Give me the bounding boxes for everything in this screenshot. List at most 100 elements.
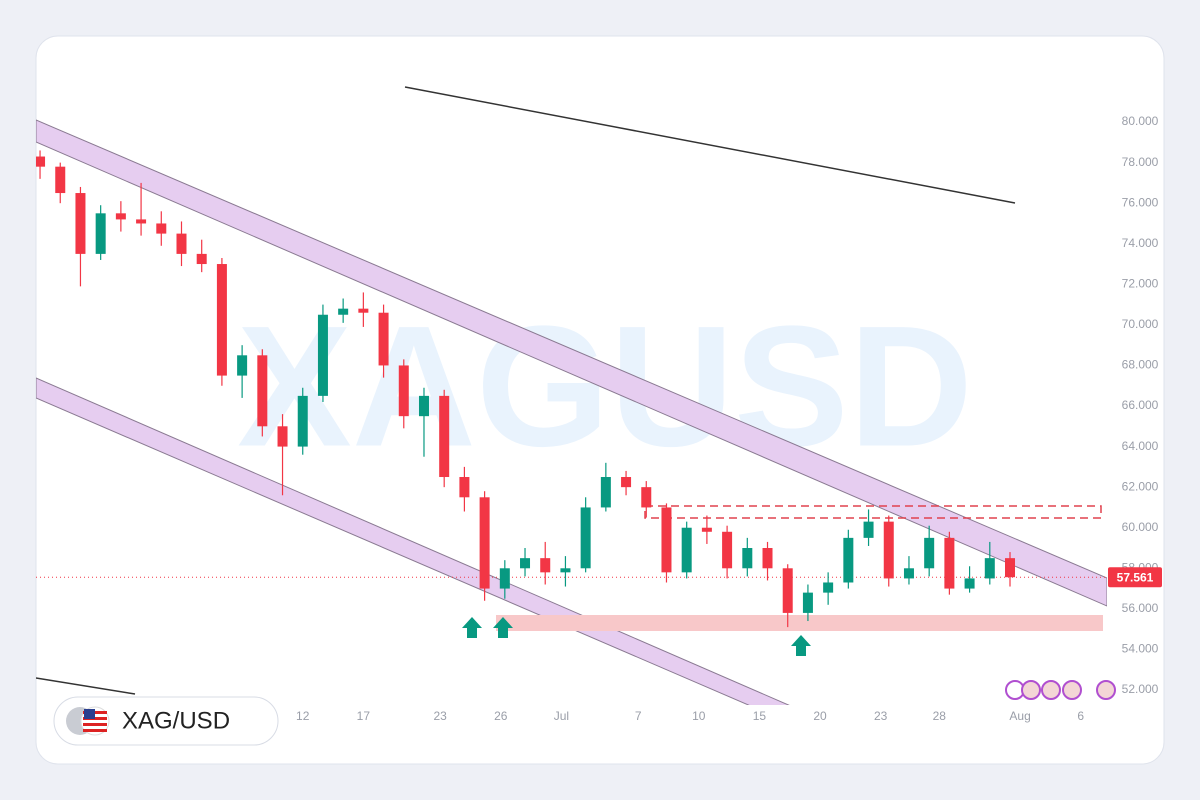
- candle-body: [36, 156, 46, 167]
- up-arrow: [791, 635, 811, 656]
- flag-stripe: [83, 723, 107, 726]
- candle-body: [964, 578, 975, 589]
- candle-body: [257, 355, 268, 427]
- candle-body: [277, 426, 288, 447]
- candle-body: [984, 558, 995, 579]
- event-icons: [1005, 680, 1116, 700]
- event-icon: [1041, 680, 1061, 700]
- card: [35, 35, 1165, 765]
- candle-body: [621, 477, 632, 488]
- resistance-zone: [644, 505, 1102, 519]
- candle-body: [95, 213, 106, 254]
- candle-body: [802, 592, 813, 613]
- x-tick-label: Jul: [554, 709, 569, 723]
- candle-body: [479, 497, 490, 589]
- candle-body: [520, 558, 531, 569]
- event-icon: [1096, 680, 1116, 700]
- upper-channel: [36, 119, 1107, 607]
- candle-body: [701, 527, 712, 532]
- x-tick-label: 6: [1077, 709, 1084, 723]
- candle-body: [317, 314, 328, 396]
- y-tick-label: 62.000: [1122, 479, 1159, 493]
- up-arrow: [493, 617, 513, 638]
- last-price-label: 57.561: [1117, 570, 1154, 584]
- flag-stripe: [83, 729, 107, 732]
- pill: [53, 696, 279, 746]
- x-tick-label: 7: [635, 709, 642, 723]
- candle-body: [1005, 558, 1016, 578]
- candles: [36, 150, 1107, 628]
- x-tick-label: 17: [357, 709, 371, 723]
- arrows: [462, 617, 811, 656]
- candle-body: [903, 568, 914, 579]
- candle-body: [459, 477, 470, 498]
- candle-body: [580, 507, 591, 569]
- candle-body: [600, 477, 611, 508]
- candle-body: [55, 166, 66, 194]
- y-tick-label: 52.000: [1122, 682, 1159, 696]
- candle-body: [398, 365, 409, 417]
- x-tick-label: Aug: [1009, 709, 1030, 723]
- y-tick-label: 76.000: [1122, 195, 1159, 209]
- candle-body: [661, 507, 672, 573]
- event-icon: [1062, 680, 1082, 700]
- candle-body: [681, 527, 692, 573]
- x-tick-label: 28: [933, 709, 947, 723]
- x-tick-label: 20: [813, 709, 827, 723]
- x-tick-label: 23: [874, 709, 888, 723]
- candle-body: [115, 213, 126, 220]
- candle-body: [499, 568, 510, 589]
- x-tick-label: 10: [692, 709, 706, 723]
- candle-body: [823, 582, 834, 593]
- candle-body: [641, 487, 652, 508]
- candle-body: [196, 253, 207, 265]
- candle-body: [136, 219, 147, 224]
- candle-body: [418, 395, 429, 417]
- trend-line: [36, 677, 136, 695]
- up-arrow: [462, 617, 482, 638]
- x-tick-label: 26: [494, 709, 508, 723]
- y-tick-label: 60.000: [1122, 520, 1159, 534]
- candle-body: [722, 531, 733, 569]
- candle-body: [742, 548, 753, 569]
- y-tick-label: 74.000: [1122, 236, 1159, 250]
- y-tick-label: 64.000: [1122, 439, 1159, 453]
- candle-body: [156, 223, 167, 234]
- y-tick-label: 68.000: [1122, 358, 1159, 372]
- flag-canton: [84, 709, 95, 719]
- candle-body: [782, 568, 793, 613]
- candle-body: [378, 312, 389, 366]
- candle-body: [237, 355, 248, 376]
- symbol-pill[interactable]: XAG/USD: [53, 696, 279, 746]
- candle-body: [560, 568, 571, 573]
- y-tick-label: 54.000: [1122, 642, 1159, 656]
- candle-body: [439, 395, 450, 478]
- y-tick-label: 66.000: [1122, 398, 1159, 412]
- y-tick-label: 80.000: [1122, 114, 1159, 128]
- y-tick-label: 72.000: [1122, 276, 1159, 290]
- trend-line: [404, 86, 1016, 204]
- candle-body: [216, 264, 227, 376]
- candle-body: [75, 193, 86, 254]
- candle-body: [297, 395, 308, 447]
- event-icon: [1021, 680, 1041, 700]
- drawings: [36, 86, 1107, 705]
- x-tick-label: 23: [433, 709, 447, 723]
- candle-body: [338, 308, 349, 315]
- candle-body: [540, 558, 551, 573]
- symbol-label: XAG/USD: [122, 707, 230, 734]
- candle-body: [944, 537, 955, 589]
- y-tick-label: 70.000: [1122, 317, 1159, 331]
- x-tick-label: 15: [753, 709, 767, 723]
- candle-body: [883, 521, 894, 579]
- candle-body: [843, 537, 854, 583]
- candle-body: [358, 308, 369, 313]
- y-tick-label: 78.000: [1122, 155, 1159, 169]
- y-tick-label: 56.000: [1122, 601, 1159, 615]
- x-tick-label: 12: [296, 709, 310, 723]
- candle-body: [176, 233, 187, 254]
- candle-body: [863, 521, 874, 538]
- candle-body: [924, 537, 935, 569]
